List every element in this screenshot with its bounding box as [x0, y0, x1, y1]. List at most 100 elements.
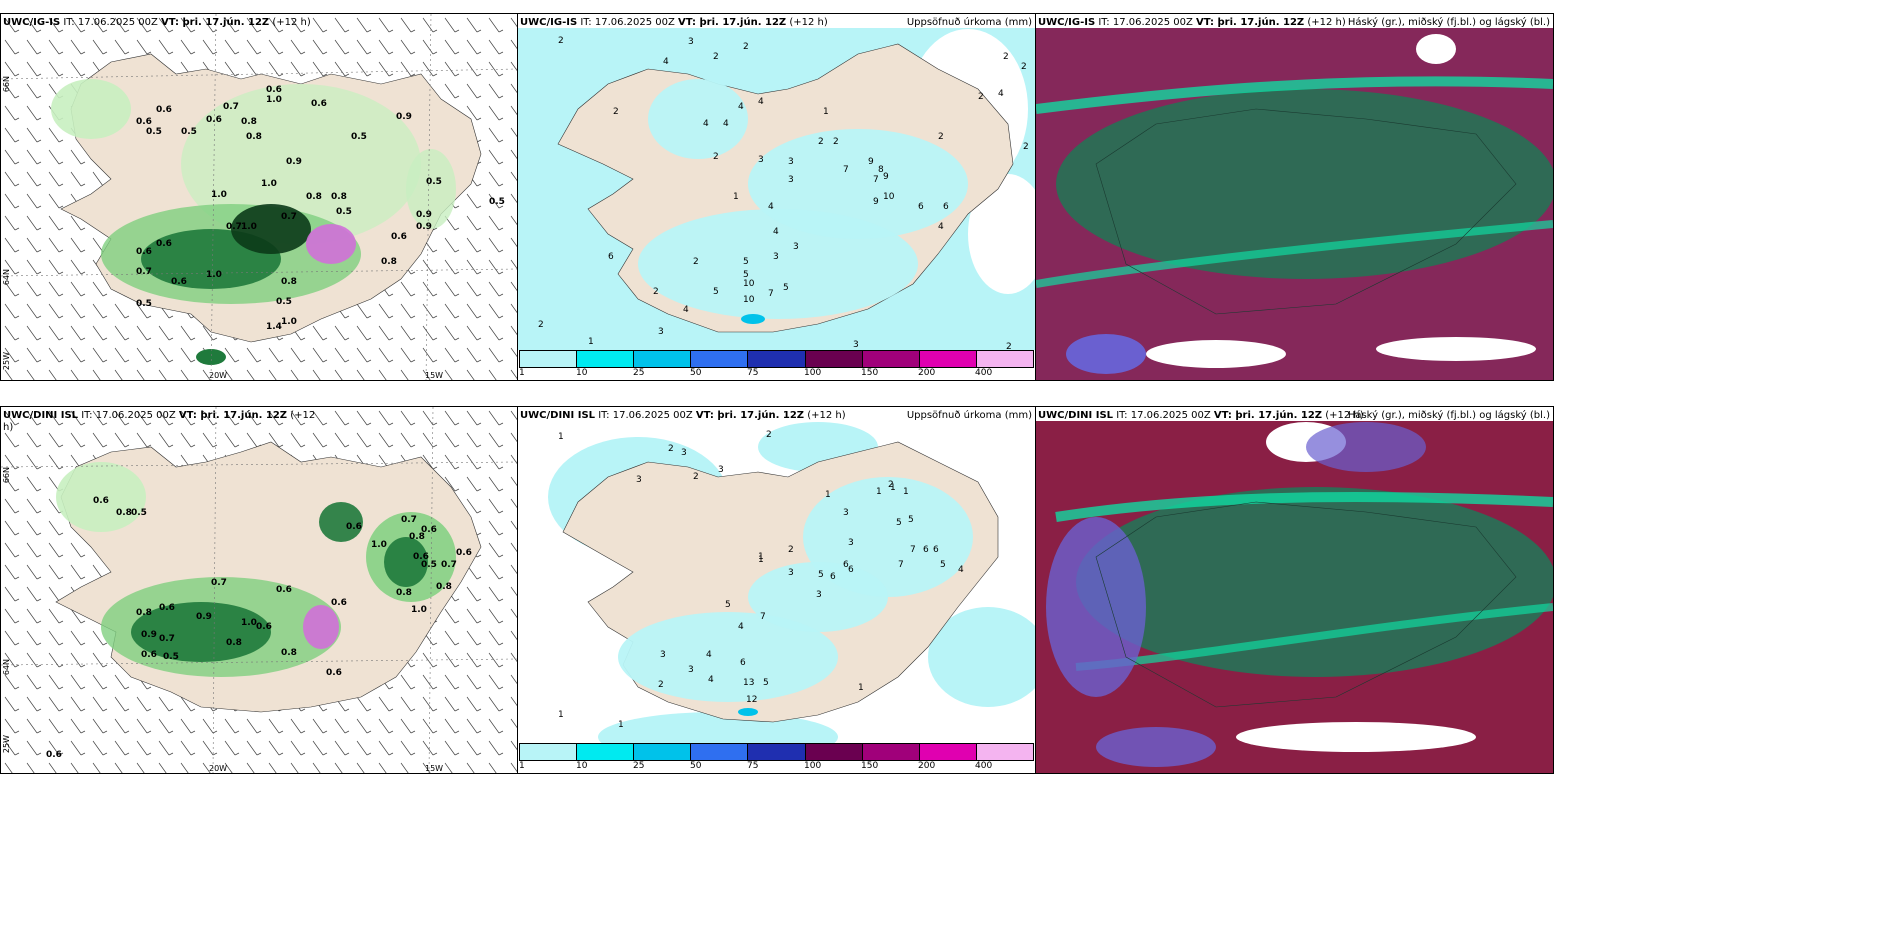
- clear-sky: [1376, 337, 1536, 361]
- svg-text:5: 5: [818, 570, 824, 580]
- svg-text:4: 4: [706, 650, 712, 660]
- colorbar-swatch: [577, 744, 635, 760]
- svg-text:6: 6: [830, 572, 836, 582]
- svg-text:0.7: 0.7: [226, 222, 242, 232]
- colorbar-legend: 1 10 25 50 75 100 150 200 400: [518, 743, 1035, 773]
- svg-text:4: 4: [723, 119, 729, 129]
- panel-title: UWC/DINI ISL IT: 17.06.2025 00Z VT: þri.…: [1038, 410, 1364, 421]
- map-accum-precip: 2 2 3 2 4 2 4 4 4 4 2 1 2 3 3 3 2 2 7 9 …: [518, 28, 1035, 380]
- svg-text:1: 1: [758, 555, 764, 565]
- svg-text:0.6: 0.6: [331, 598, 347, 608]
- svg-text:0.8: 0.8: [116, 508, 132, 518]
- svg-text:5: 5: [725, 600, 731, 610]
- svg-text:1: 1: [823, 107, 829, 117]
- svg-text:3: 3: [843, 508, 849, 518]
- panel-title: UWC/DINI ISL IT: 17.06.2025 00Z VT: þri.…: [520, 410, 846, 421]
- svg-text:1.0: 1.0: [206, 270, 222, 280]
- svg-text:5: 5: [743, 257, 749, 267]
- svg-text:0.8: 0.8: [331, 192, 347, 202]
- svg-text:3: 3: [681, 448, 687, 458]
- colorbar-swatch: [862, 351, 920, 367]
- precip-area: [648, 79, 748, 159]
- map-clouds: [1036, 421, 1553, 773]
- precip-area: [748, 562, 888, 632]
- panel-title: UWC/IG-IS IT: 17.06.2025 00Z VT: þri. 17…: [520, 17, 828, 28]
- svg-text:4: 4: [708, 675, 714, 685]
- cloud-low: [1046, 517, 1146, 697]
- clear-sky: [1146, 340, 1286, 368]
- svg-text:0.5: 0.5: [489, 197, 505, 207]
- precip-area: [181, 84, 421, 244]
- clear-sky: [1236, 722, 1476, 752]
- svg-text:1: 1: [558, 710, 564, 720]
- svg-text:0.7: 0.7: [401, 515, 417, 525]
- svg-text:4: 4: [758, 97, 764, 107]
- svg-text:0.5: 0.5: [181, 127, 197, 137]
- svg-text:9: 9: [868, 157, 874, 167]
- map-precip-wind: 0.6 0.6 0.7 0.5 0.5 0.6 0.8 0.6 1.0 0.5 …: [1, 14, 517, 380]
- colorbar-swatch: [634, 744, 692, 760]
- rain-values: 0.6 0.8 0.5 1.0 0.7 0.6 0.6 0.8 0.6 0.7 …: [46, 496, 472, 760]
- svg-text:0.6: 0.6: [136, 247, 152, 257]
- colorbar-swatch: [691, 744, 749, 760]
- svg-text:7: 7: [910, 545, 916, 555]
- svg-text:0.5: 0.5: [146, 127, 162, 137]
- svg-text:7: 7: [768, 289, 774, 299]
- svg-text:2: 2: [713, 152, 719, 162]
- svg-text:6: 6: [608, 252, 614, 262]
- svg-text:0.6: 0.6: [156, 105, 172, 115]
- svg-text:6: 6: [933, 545, 939, 555]
- cloud-low: [1096, 727, 1216, 767]
- svg-text:1.0: 1.0: [261, 179, 277, 189]
- svg-text:0.5: 0.5: [131, 508, 147, 518]
- cloud-high: [1076, 487, 1553, 677]
- svg-text:0.7: 0.7: [211, 578, 227, 588]
- svg-text:3: 3: [853, 340, 859, 350]
- svg-text:9: 9: [883, 172, 889, 182]
- svg-text:5: 5: [743, 270, 749, 280]
- svg-text:2: 2: [693, 472, 699, 482]
- svg-text:0.5: 0.5: [351, 132, 367, 142]
- svg-text:0.5: 0.5: [163, 652, 179, 662]
- svg-text:0.8: 0.8: [246, 132, 262, 142]
- svg-text:0.6: 0.6: [421, 525, 437, 535]
- lon-label: 15W: [425, 371, 444, 380]
- svg-text:6: 6: [843, 560, 849, 570]
- svg-text:1.4: 1.4: [266, 322, 282, 332]
- svg-text:1: 1: [588, 337, 594, 347]
- svg-text:2: 2: [743, 42, 749, 52]
- svg-text:5: 5: [940, 560, 946, 570]
- map-accum-precip: 1 2 2 3 2 3 3 1 1 2 1 1 1 3 3 5 5 7 6 7 …: [518, 421, 1035, 773]
- svg-text:3: 3: [688, 665, 694, 675]
- svg-text:0.6: 0.6: [391, 232, 407, 242]
- colorbar-swatch: [862, 744, 920, 760]
- svg-text:2: 2: [653, 287, 659, 297]
- svg-text:0.6: 0.6: [159, 603, 175, 613]
- svg-text:2: 2: [938, 132, 944, 142]
- cloud-low: [1306, 422, 1426, 472]
- svg-text:3: 3: [658, 327, 664, 337]
- panel-variable-label: Háský (gr.), miðský (fj.bl.) og lágský (…: [1347, 410, 1550, 421]
- svg-text:2: 2: [658, 680, 664, 690]
- svg-text:8: 8: [878, 165, 884, 175]
- svg-text:3: 3: [793, 242, 799, 252]
- svg-text:0.8: 0.8: [241, 117, 257, 127]
- svg-text:1.0: 1.0: [241, 618, 257, 628]
- lat-label: 66N: [2, 467, 11, 484]
- map-precip-wind: 0.6 0.8 0.5 1.0 0.7 0.6 0.6 0.8 0.6 0.7 …: [1, 407, 517, 773]
- svg-text:1: 1: [758, 552, 764, 562]
- svg-text:3: 3: [788, 568, 794, 578]
- svg-text:0.8: 0.8: [136, 608, 152, 618]
- svg-text:2: 2: [558, 36, 564, 46]
- svg-text:1.0: 1.0: [241, 222, 257, 232]
- svg-text:0.5: 0.5: [136, 299, 152, 309]
- colorbar-swatch: [805, 744, 863, 760]
- lat-label: 66N: [2, 76, 11, 93]
- lat-label: 64N: [2, 269, 11, 286]
- svg-text:1: 1: [876, 487, 882, 497]
- svg-text:0.6: 0.6: [171, 277, 187, 287]
- precip-area-heavy: [738, 708, 758, 716]
- svg-text:1.0: 1.0: [371, 540, 387, 550]
- panel-variable-label: Háský (gr.), miðský (fj.bl.) og lágský (…: [1347, 17, 1550, 28]
- svg-text:12: 12: [746, 695, 757, 705]
